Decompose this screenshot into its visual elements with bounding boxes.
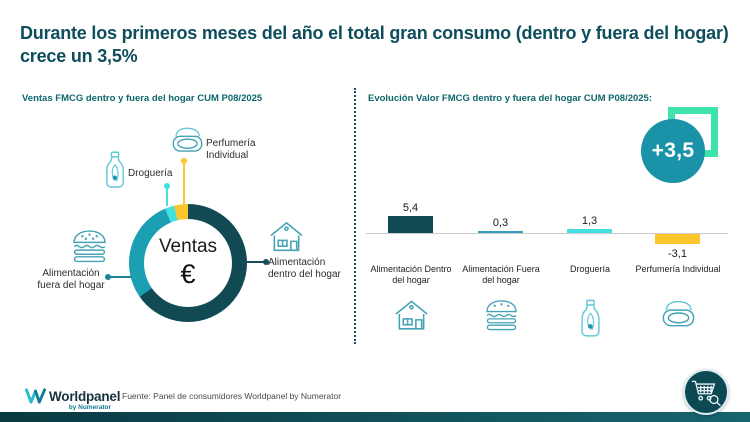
total-growth-value: +3,5 — [651, 139, 695, 162]
connector-dentro-hogar — [246, 259, 269, 265]
detergent-bottle-icon — [104, 151, 126, 188]
euro-symbol: € — [180, 259, 196, 289]
burger-icon — [455, 299, 547, 331]
panel-divider — [354, 88, 356, 344]
connector-dot — [181, 158, 187, 164]
donut-label-dentro-hogar: Alimentación dentro del hogar — [268, 257, 341, 280]
bar — [478, 231, 523, 233]
bottom-accent-bar — [0, 412, 750, 422]
bar-value-label: 5,4 — [402, 201, 419, 214]
burger-icon — [72, 228, 107, 264]
donut-center: Ventas € — [144, 219, 232, 307]
connector-dot — [105, 274, 111, 280]
bar-category-label: Droguería — [569, 264, 611, 274]
bar-category-label: Alimentación Dentro del hogar — [370, 264, 452, 286]
bar-chart-title: Evolución Valor FMCG dentro y fuera del … — [368, 93, 653, 104]
total-growth-badge: +3,5 — [641, 119, 705, 183]
donut-center-label: Ventas — [158, 236, 218, 257]
donut-ring: Ventas € — [129, 204, 247, 322]
connector-fuera-hogar — [105, 274, 132, 280]
bar-group-perfumeria: -3,1 — [655, 190, 700, 276]
bar — [567, 228, 612, 233]
donut-label-perfumeria: Perfumería Individual — [206, 138, 256, 161]
source-note: Fuente: Panel de consumidores Worldpanel… — [122, 391, 342, 401]
shopping-cart-badge — [683, 369, 729, 415]
donut-label-fuera-hogar: Alimentación fuera del hogar — [37, 268, 105, 291]
bar-value-label: 0,3 — [492, 217, 509, 230]
house-icon — [269, 220, 304, 253]
bar-value-label: 1,3 — [581, 214, 598, 227]
bar-value-label: -3,1 — [668, 247, 687, 260]
connector-dot — [164, 183, 170, 189]
donut-chart-title: Ventas FMCG dentro y fuera del hogar CUM… — [22, 93, 263, 104]
bar — [388, 215, 433, 233]
connector-perfumeria — [181, 158, 187, 206]
bar-group-alimentacion-fuera: 0,3 — [478, 190, 523, 276]
x-axis-line — [366, 233, 728, 234]
cream-jar-icon — [632, 299, 724, 329]
bar-group-drogueria: 1,3 — [567, 190, 612, 276]
connector-dot — [263, 259, 269, 265]
bar-category-label: Alimentación Fuera del hogar — [462, 264, 540, 286]
bar-category-label: Perfumería Individual — [635, 264, 721, 274]
worldpanel-logo-text: Worldpanel — [49, 389, 121, 404]
detergent-bottle-icon — [544, 299, 636, 337]
cream-jar-icon — [171, 124, 204, 156]
donut-label-drogueria: Droguería — [128, 168, 173, 179]
page-title: Durante los primeros meses del año el to… — [20, 23, 729, 67]
bar-chart: 5,4 0,3 1,3 -3,1 — [366, 190, 728, 276]
house-icon — [365, 299, 457, 331]
shopping-cart-search-icon — [691, 380, 721, 407]
bar — [655, 234, 700, 244]
worldpanel-logo-icon — [25, 388, 46, 404]
worldpanel-logo-subtext: by Numerator — [68, 404, 111, 411]
bar-group-alimentacion-dentro: 5,4 — [388, 190, 433, 276]
connector-drogueria — [164, 183, 170, 206]
